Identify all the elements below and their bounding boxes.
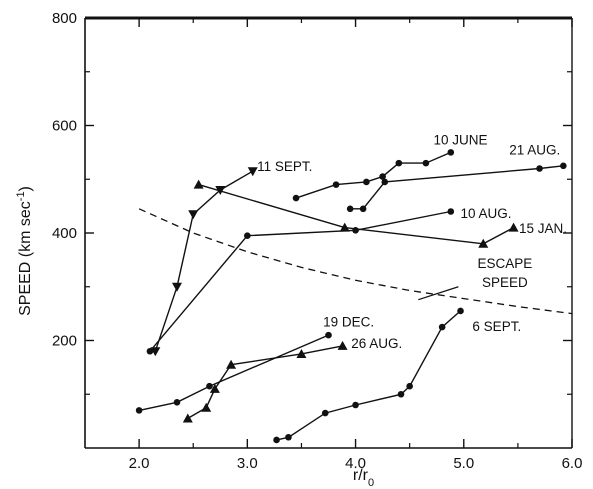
series-label: 15 JAN. [519,221,567,236]
data-point [146,347,154,355]
data-point [296,348,307,358]
data-point [325,331,332,339]
escape-speed-curve [138,208,573,315]
y-tick-label: 800 [52,10,77,27]
data-point [332,181,340,188]
data-point [508,222,519,232]
axes: 2.0 3.0 4.0 5.0 6.0 200 400 600 800 [52,10,582,472]
data-point [447,149,455,156]
data-point [359,205,367,213]
series-group [182,340,348,423]
data-point [536,165,543,172]
data-point [247,167,258,177]
series-line [276,310,461,441]
escape-speed-label: SPEED [482,275,528,290]
data-point [337,340,348,350]
series-layer [135,149,567,444]
data-point [193,179,204,189]
data-point [209,383,220,393]
series-group [150,167,258,357]
series-line [154,170,254,352]
series-label: 6 SEPT. [472,319,521,334]
x-tick-label: 4.0 [345,455,366,472]
series-group [146,208,455,355]
series-label: 26 AUG. [351,336,402,351]
y-tick-label: 200 [52,333,77,350]
data-point [406,382,413,390]
y-axis-title: SPEED (km sec-1) [15,186,34,316]
y-tick-label: 600 [52,118,77,135]
series-group [346,162,567,213]
data-point [381,178,389,186]
series-label: 11 SEPT. [257,159,312,174]
data-point [292,194,300,202]
series-line [138,334,329,412]
data-point [206,382,213,390]
x-tick-label: 3.0 [237,455,258,472]
series-line [350,165,564,210]
series-label: 19 DEC. [323,315,374,330]
series-label: 21 AUG. [509,143,560,158]
series-label: 10 AUG. [461,206,512,221]
data-point [171,282,182,292]
data-point [285,433,292,441]
data-point [226,359,237,369]
series-line [198,183,514,245]
data-point [150,347,161,357]
data-point [478,238,489,248]
escape-speed-leader [418,286,459,301]
data-point [244,232,251,239]
data-point [346,205,354,213]
data-point [457,307,464,315]
data-point [395,159,403,167]
x-tick-label: 6.0 [562,455,583,472]
data-point [422,159,430,167]
x-axis-title: r/r0 [353,467,374,489]
data-point [339,222,350,232]
series-line [149,210,451,352]
data-point [560,162,567,170]
escape-speed-label: ESCAPE [478,256,533,271]
data-point [188,210,199,220]
series-line [187,345,343,420]
x-tick-label: 5.0 [453,455,474,472]
escape-speed-layer [138,208,573,315]
series-line [295,151,452,199]
data-point [173,399,181,406]
data-point [397,390,405,398]
series-group [273,307,464,444]
data-point [363,178,370,186]
y-tick-label: 400 [52,225,77,242]
data-point [352,401,359,409]
data-point [182,413,193,423]
x-tick-label: 2.0 [129,455,150,472]
series-group [135,331,332,414]
series-group [292,149,455,202]
data-point [447,208,455,215]
data-point [438,323,446,331]
data-point [201,402,212,412]
series-label: 10 JUNE [433,132,487,147]
data-point [273,436,280,444]
series-group [193,179,519,248]
annotation-layer: 11 SEPT. 10 JUNE 21 AUG. 10 AUG. 15 JAN. 19 D… [257,132,567,351]
data-point [379,173,386,180]
data-point [321,409,329,417]
data-point [135,407,143,414]
